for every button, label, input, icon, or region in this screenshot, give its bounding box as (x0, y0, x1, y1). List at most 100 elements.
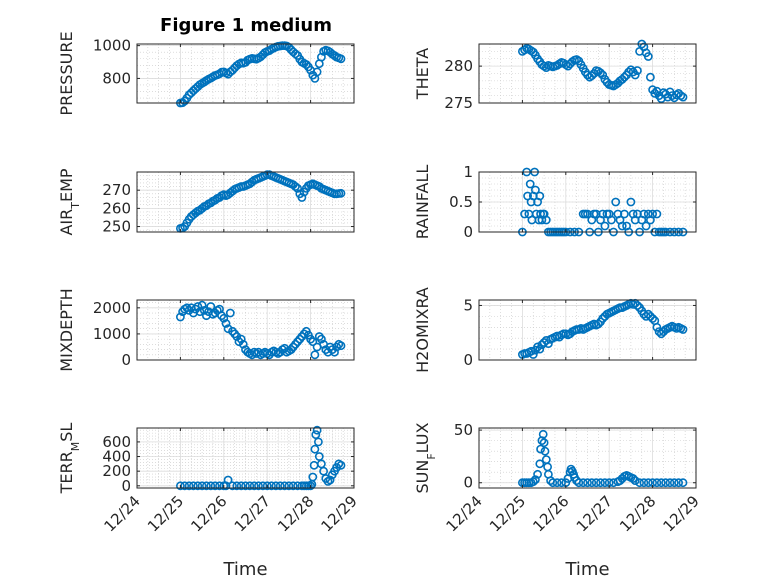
y-tick-label: 5 (463, 296, 473, 314)
data-point (201, 201, 211, 210)
axes-box (136, 299, 355, 361)
data-point (290, 182, 300, 191)
data-point (301, 60, 311, 69)
data-point (275, 481, 285, 491)
axes-box (478, 427, 697, 489)
subplot-rainfall: 0 0.5 1 RAINFALL (413, 163, 697, 241)
data-point (643, 52, 653, 61)
data-point (290, 49, 300, 59)
data-point (219, 313, 229, 323)
data-point (674, 478, 683, 488)
data-point (184, 481, 194, 491)
data-point (180, 481, 190, 491)
data-point (678, 478, 688, 488)
data-point (258, 481, 268, 491)
axes-box (136, 171, 355, 233)
y-tick-label: 600 (102, 433, 131, 451)
data-point (297, 193, 307, 202)
y-tick-label: 400 (102, 448, 131, 466)
data-point (312, 425, 322, 435)
data-point (535, 191, 545, 201)
data-point (330, 347, 339, 357)
data-point (596, 478, 605, 488)
subplot-theta: 275 280 THETA (413, 39, 697, 112)
data-point (540, 446, 550, 456)
data-point (310, 444, 320, 454)
y-tick-label: 800 (102, 69, 131, 87)
data-point (661, 478, 670, 488)
axes-box (478, 43, 697, 104)
data-point (223, 475, 233, 485)
data-point (598, 70, 608, 80)
data-point (210, 195, 220, 205)
data-point (587, 71, 597, 81)
data-point (574, 478, 584, 488)
data-point (591, 478, 601, 488)
data-point (531, 185, 540, 195)
data-point (552, 478, 562, 488)
data-point (620, 209, 629, 219)
data-point (520, 209, 529, 219)
data-point (633, 301, 642, 310)
x-axis-label: Time (564, 559, 609, 580)
data-point (587, 478, 597, 488)
y-tick-label: 275 (444, 94, 473, 112)
data-point (628, 474, 638, 483)
y-tick-label: 1 (463, 163, 473, 181)
data-point (236, 334, 246, 344)
y-axis-label: AIRTEMP (57, 168, 82, 235)
data-point (596, 68, 605, 78)
data-point (639, 478, 649, 488)
data-point (535, 459, 545, 469)
data-point (223, 324, 233, 334)
subplot-mixdepth: 0 1000 2000 MIXDEPTH (57, 288, 355, 372)
subplot-h2omixra: 0 5 H2OMIXRA (413, 287, 697, 373)
y-tick-label: 1000 (93, 37, 131, 55)
data-point (617, 75, 627, 84)
data-point (175, 312, 185, 322)
data-point (652, 478, 662, 488)
y-tick-label: 2000 (93, 299, 131, 317)
data-point (308, 337, 318, 347)
data-point (539, 438, 549, 448)
data-point (678, 325, 688, 334)
figure-title: Figure 1 medium (160, 15, 332, 36)
data-point (600, 221, 610, 231)
data-point (531, 475, 540, 484)
data-point (267, 481, 276, 491)
data-point (528, 477, 538, 487)
data-point (635, 478, 644, 488)
y-tick-label: 50 (454, 421, 473, 439)
data-point (175, 481, 185, 491)
data-point (232, 481, 242, 491)
data-point (646, 72, 655, 82)
y-axis-label: H2OMIXRA (413, 287, 432, 373)
data-point (197, 300, 207, 310)
data-point (578, 478, 588, 488)
data-point (308, 472, 318, 482)
data-point (678, 92, 688, 102)
x-axis-label: Time (222, 559, 267, 580)
data-point (650, 89, 660, 98)
data-point (245, 481, 255, 491)
data-point (544, 339, 553, 348)
data-point (280, 481, 289, 491)
axes-box (136, 427, 355, 489)
data-point (594, 319, 603, 329)
data-point (643, 478, 653, 488)
data-point (284, 481, 294, 491)
data-point (536, 444, 545, 454)
y-tick-label: 200 (102, 462, 131, 480)
data-point (288, 481, 298, 491)
y-tick-label: 270 (102, 181, 131, 199)
data-point (236, 481, 246, 491)
y-tick-label: 0 (463, 223, 473, 241)
y-tick-label: 280 (444, 57, 473, 75)
data-point (652, 322, 662, 332)
data-point (188, 481, 198, 491)
data-point (325, 475, 335, 485)
data-point (583, 478, 592, 488)
data-point (656, 478, 666, 488)
data-point (193, 302, 203, 311)
